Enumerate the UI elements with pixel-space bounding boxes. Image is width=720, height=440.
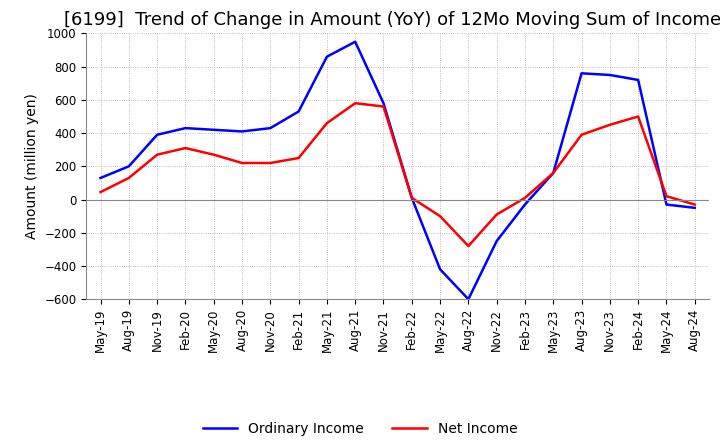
Ordinary Income — [521, 202, 529, 207]
Ordinary Income — [690, 205, 699, 210]
Net Income — [351, 101, 359, 106]
Net Income — [181, 145, 190, 150]
Net Income — [634, 114, 642, 119]
Ordinary Income — [181, 125, 190, 131]
Ordinary Income — [210, 127, 218, 132]
Ordinary Income — [351, 39, 359, 44]
Ordinary Income — [634, 77, 642, 83]
Net Income — [549, 170, 557, 176]
Line: Net Income: Net Income — [101, 103, 695, 246]
Net Income — [294, 155, 303, 161]
Net Income — [464, 243, 473, 249]
Ordinary Income — [436, 267, 444, 272]
Net Income — [690, 202, 699, 207]
Ordinary Income — [153, 132, 161, 137]
Net Income — [436, 213, 444, 219]
Ordinary Income — [125, 164, 133, 169]
Net Income — [521, 195, 529, 201]
Net Income — [238, 160, 246, 165]
Net Income — [96, 190, 105, 195]
Net Income — [408, 195, 416, 201]
Net Income — [662, 194, 671, 199]
Net Income — [577, 132, 586, 137]
Y-axis label: Amount (million yen): Amount (million yen) — [25, 93, 39, 239]
Ordinary Income — [96, 175, 105, 180]
Ordinary Income — [577, 71, 586, 76]
Net Income — [323, 121, 331, 126]
Ordinary Income — [662, 202, 671, 207]
Ordinary Income — [379, 101, 388, 106]
Line: Ordinary Income: Ordinary Income — [101, 42, 695, 299]
Ordinary Income — [408, 195, 416, 201]
Net Income — [210, 152, 218, 158]
Ordinary Income — [266, 125, 274, 131]
Legend: Ordinary Income, Net Income: Ordinary Income, Net Income — [197, 417, 523, 440]
Ordinary Income — [492, 238, 501, 244]
Net Income — [379, 104, 388, 109]
Net Income — [606, 122, 614, 128]
Ordinary Income — [238, 129, 246, 134]
Net Income — [153, 152, 161, 158]
Ordinary Income — [323, 54, 331, 59]
Ordinary Income — [294, 109, 303, 114]
Net Income — [125, 175, 133, 180]
Ordinary Income — [464, 297, 473, 302]
Ordinary Income — [606, 72, 614, 77]
Net Income — [266, 160, 274, 165]
Net Income — [492, 212, 501, 217]
Ordinary Income — [549, 170, 557, 176]
Title: [6199]  Trend of Change in Amount (YoY) of 12Mo Moving Sum of Incomes: [6199] Trend of Change in Amount (YoY) o… — [64, 11, 720, 29]
